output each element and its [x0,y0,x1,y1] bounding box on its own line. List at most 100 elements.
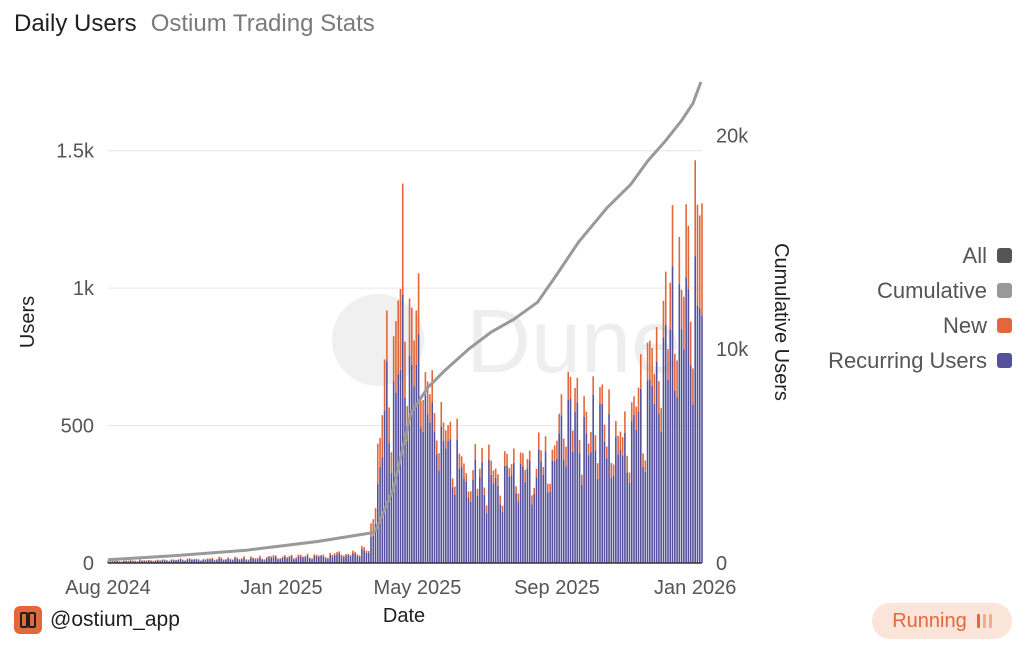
bar-recurring [163,560,166,563]
y-axis-title: Users [17,296,39,348]
bar-recurring [522,466,524,563]
bar-new [161,559,164,561]
bar-recurring [687,288,690,563]
bar-recurring [254,559,257,563]
running-status-button[interactable]: Running [872,603,1012,639]
bar-new [431,370,434,403]
bar-new [553,445,556,462]
bar-recurring [238,559,241,563]
legend-item-recurring-users[interactable]: Recurring Users [828,343,1012,378]
bar-new [515,486,517,494]
bar-new [556,440,558,459]
bar-new [490,460,492,475]
bar-recurring [506,465,508,563]
legend-item-new[interactable]: New [828,308,1012,343]
bar-new [513,448,515,463]
bar-recurring [306,555,309,563]
bar-new [662,300,665,338]
bar-new [535,468,538,478]
bar-new [347,554,350,556]
bar-new [639,354,642,389]
bar-recurring [256,559,259,563]
bar-recurring [519,463,522,563]
bar-recurring [617,454,619,563]
bar-new [252,557,254,559]
running-bars-icon [976,614,992,628]
bar-recurring [626,472,628,563]
bar-new [299,554,302,557]
bar-new [372,519,375,536]
bar-recurring [676,397,678,563]
bar-recurring [420,427,422,563]
bar-recurring [494,477,497,563]
legend-item-all[interactable]: All [828,238,1012,273]
cumulative-line [107,81,703,562]
tab-daily-users[interactable]: Daily Users [14,10,137,37]
bar-recurring [195,559,198,563]
y-tick-label: 1k [73,278,95,300]
bar-new [469,491,472,502]
bar-new [365,550,368,553]
bar-new [503,451,506,466]
bar-new [320,554,322,557]
bar-recurring [297,556,300,563]
bar-recurring [247,560,250,563]
bar-recurring [635,429,638,563]
bar-recurring [236,558,239,563]
bar-new [263,559,266,561]
bar-recurring [263,560,266,563]
running-label: Running [892,609,967,632]
bar-recurring [166,560,168,563]
bar-new [664,271,667,325]
bar-new [206,558,209,560]
bar-recurring [390,473,393,563]
bar-recurring [240,559,243,563]
bar-recurring [381,457,384,563]
bar-new [633,396,635,415]
bar-recurring [175,560,177,563]
legend-swatch [997,248,1012,263]
legend-item-cumulative[interactable]: Cumulative [828,273,1012,308]
bar-recurring [526,468,529,563]
bar-recurring [447,440,449,563]
bar-new [188,558,191,560]
bar-new [494,468,497,478]
bar-new [658,381,660,414]
bar-recurring [415,364,418,563]
bar-recurring [152,561,155,563]
tab-ostium-trading-stats[interactable]: Ostium Trading Stats [150,10,375,37]
bar-recurring [422,431,424,563]
bar-recurring [129,560,132,563]
bar-new [630,402,633,422]
bar-recurring [116,561,118,563]
bar-recurring [644,471,647,563]
bar-recurring [272,557,275,563]
bar-new [701,203,703,316]
bar-recurring [399,369,402,563]
bar-recurring [222,560,225,563]
bar-recurring [680,329,683,563]
bar-recurring [250,557,252,563]
bar-new [442,422,445,441]
bar-new [560,394,563,416]
footer-user[interactable]: @ostium_app [14,606,180,634]
bar-recurring [463,478,465,563]
bar-recurring [429,422,431,563]
bar-new [467,491,470,498]
bar-recurring [218,558,220,563]
bar-recurring [578,453,581,563]
bar-new [449,421,452,440]
bar-recurring [619,449,622,563]
bar-recurring [596,478,599,563]
bar-recurring [386,361,388,563]
bar-new [549,483,551,492]
bar-new [281,556,284,558]
bar-new [213,559,216,561]
watermark-text: Dune [466,292,681,392]
bar-new [642,453,644,467]
bar-recurring [259,557,261,563]
bar-recurring [161,560,164,563]
bar-recurring [590,452,592,563]
bar-new [592,376,594,395]
bar-recurring [352,553,354,563]
